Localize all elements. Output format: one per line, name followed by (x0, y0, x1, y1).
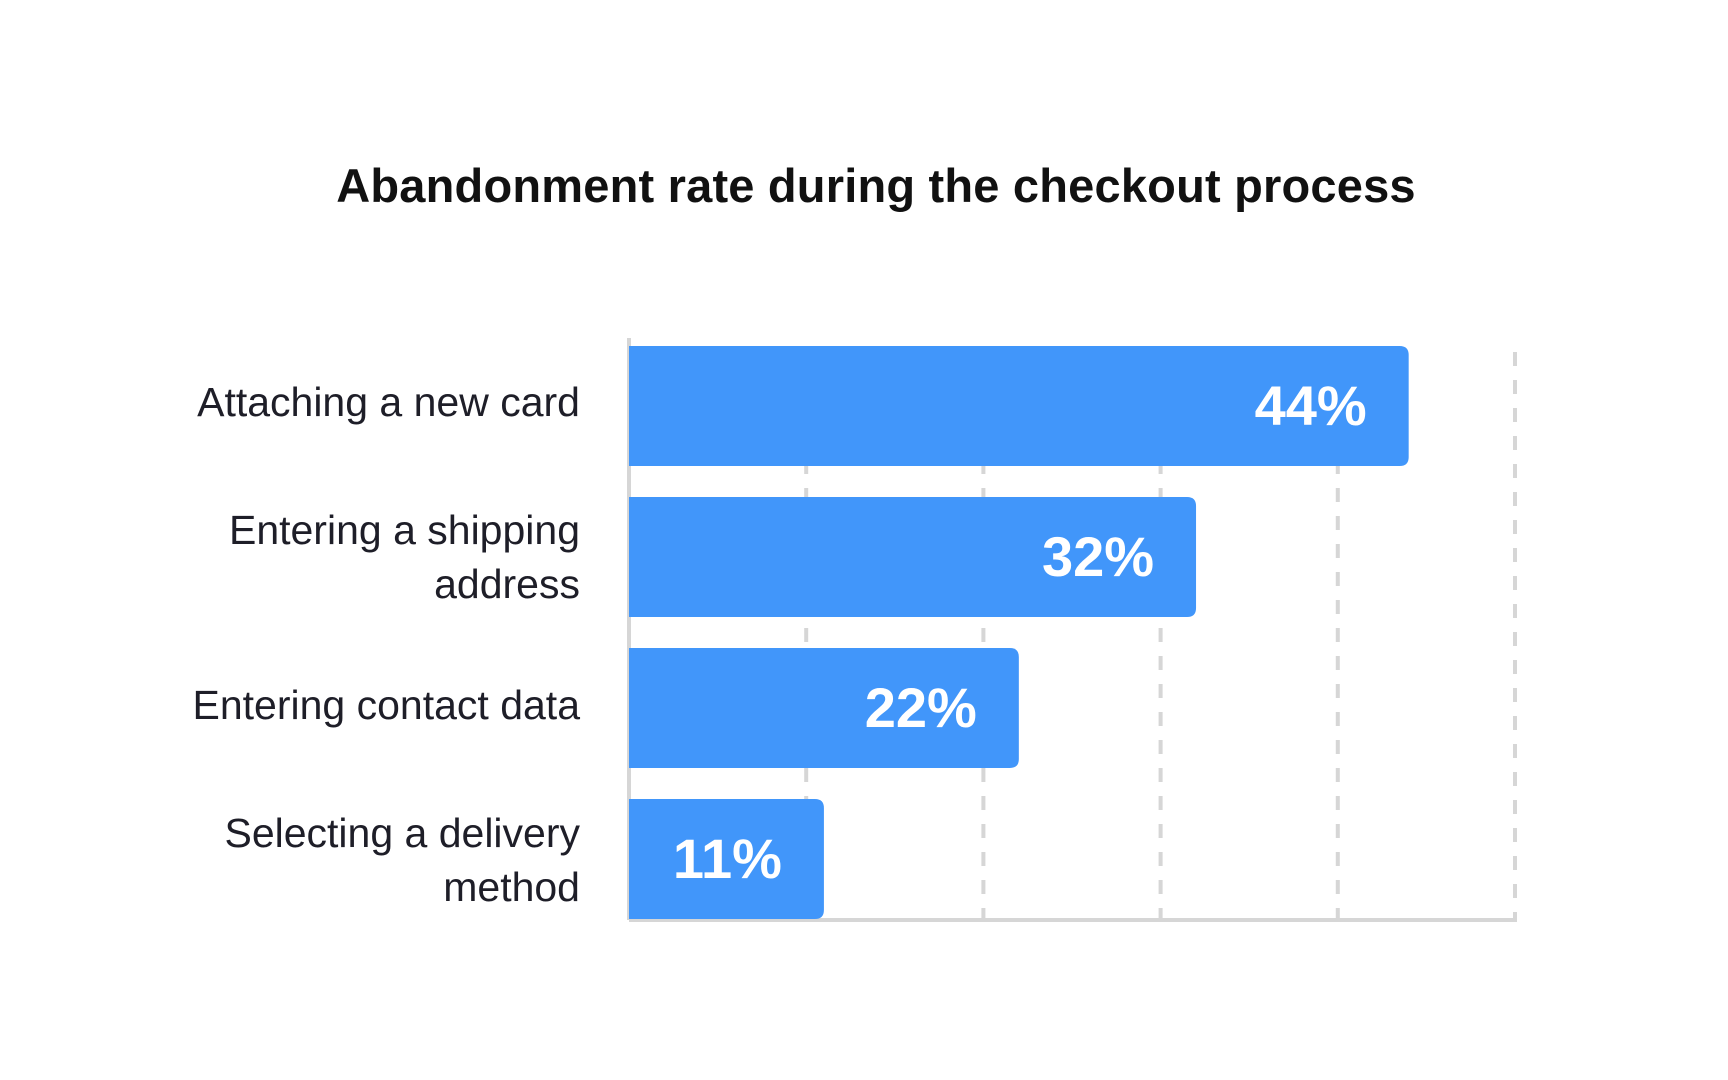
bar (629, 497, 1197, 617)
bar (629, 346, 1409, 466)
chart-title: Abandonment rate during the checkout pro… (336, 159, 1416, 212)
category-label-attaching-card: Attaching a new card (197, 379, 580, 425)
bar-value-label: 32% (1042, 525, 1154, 588)
category-label-contact-data: Entering contact data (192, 682, 580, 728)
bar-value-label: 22% (865, 676, 977, 739)
bar-value-label: 44% (1255, 374, 1367, 437)
bar (629, 648, 1019, 768)
category-label-delivery-method: Selecting a delivery method (224, 810, 580, 910)
bar (629, 799, 824, 919)
bar-value-label: 11% (673, 827, 782, 890)
category-label-shipping-address: Entering a shipping address (228, 507, 580, 607)
